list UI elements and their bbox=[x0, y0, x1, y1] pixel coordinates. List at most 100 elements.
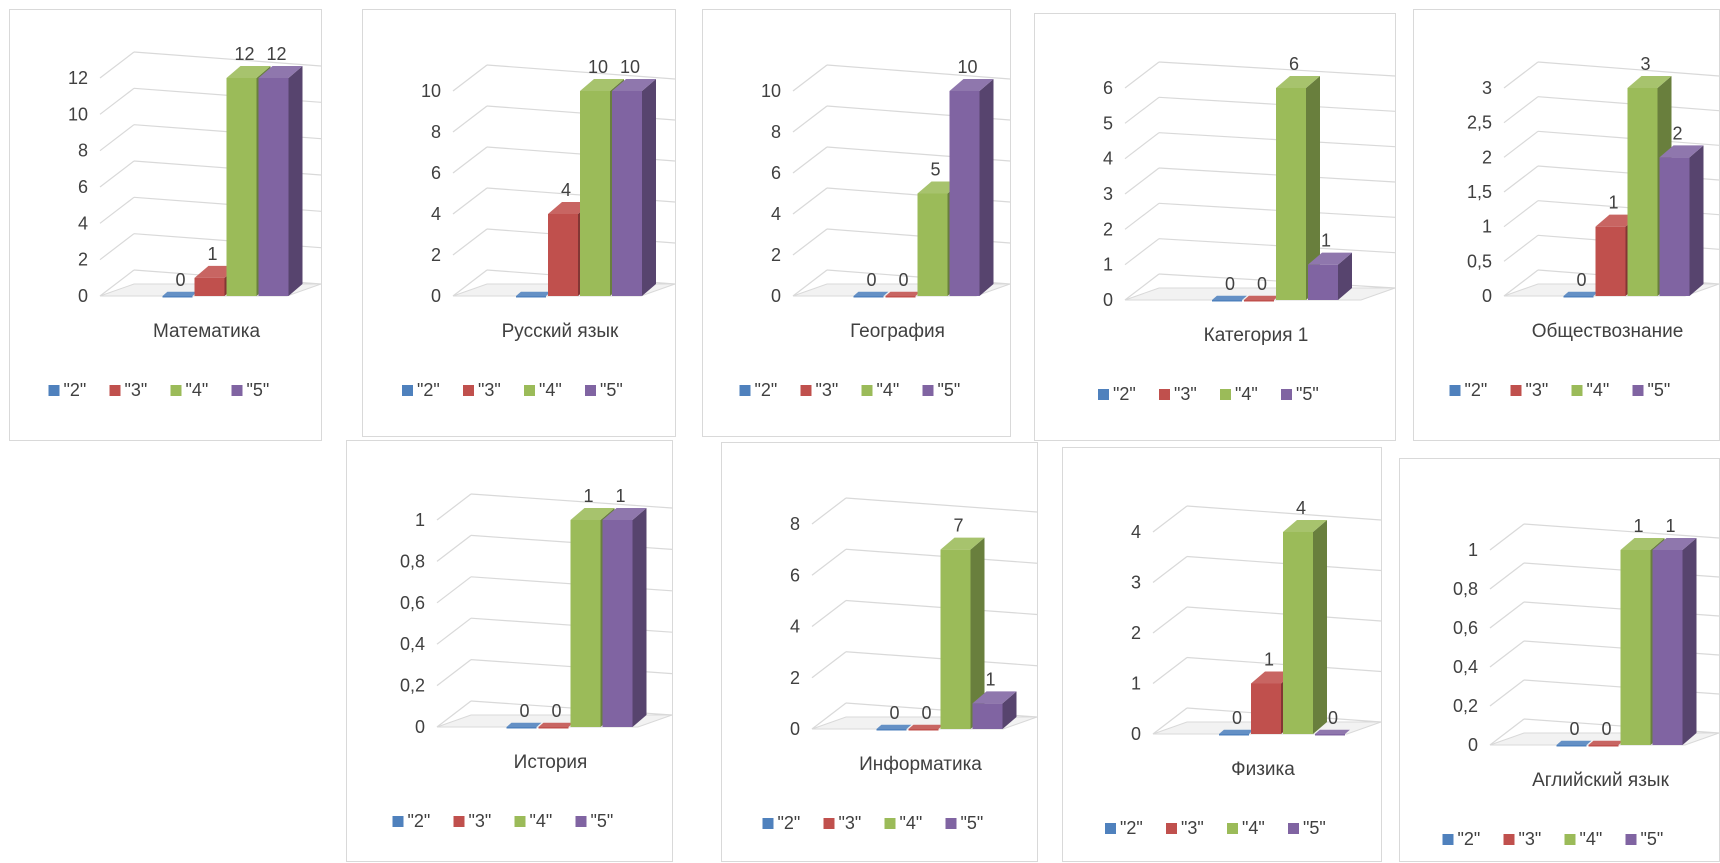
y-tick-label: 0,4 bbox=[400, 634, 425, 654]
chart-panel-6: 0 0,2 0,4 0,6 0,8 1 0 0 1 1 История "2" "3" "4" "5" bbox=[346, 440, 673, 862]
legend-label: "5" bbox=[961, 813, 984, 833]
gridline bbox=[470, 493, 673, 509]
gridline-side bbox=[1489, 562, 1525, 590]
gridline-side bbox=[99, 233, 135, 261]
y-tick-label: 8 bbox=[431, 122, 441, 142]
gridline bbox=[826, 64, 1011, 80]
bar-информатика-5 bbox=[972, 691, 1017, 729]
legend-label: "5" bbox=[591, 811, 614, 831]
y-tick-label: 4 bbox=[431, 204, 441, 224]
legend-swatch bbox=[463, 385, 474, 396]
data-label: 0 bbox=[175, 270, 185, 290]
legend-label: "2" bbox=[1458, 829, 1481, 849]
data-label: 0 bbox=[898, 270, 908, 290]
bar-информатика-3 bbox=[908, 724, 944, 731]
legend-swatch bbox=[575, 816, 587, 827]
bar-физика-5 bbox=[1315, 729, 1350, 736]
gridline-side bbox=[1503, 96, 1539, 124]
y-tick-label: 1 bbox=[415, 510, 425, 530]
data-label: 0 bbox=[1601, 719, 1611, 739]
gridline bbox=[1158, 61, 1396, 77]
y-tick-label: 1,5 bbox=[1467, 182, 1492, 202]
y-tick-label: 6 bbox=[771, 163, 781, 183]
legend-label: "3" bbox=[125, 380, 148, 400]
y-tick-label: 1 bbox=[1482, 217, 1492, 237]
legend-swatch bbox=[739, 385, 751, 396]
legend-label: "4" bbox=[877, 380, 900, 400]
gridline-side bbox=[1503, 269, 1539, 297]
legend-label: "3" bbox=[469, 811, 492, 831]
category-label: География bbox=[850, 321, 945, 342]
y-tick-label: 0 bbox=[78, 286, 88, 306]
y-tick-label: 0 bbox=[771, 286, 781, 306]
category-label: Физика bbox=[1231, 759, 1295, 780]
y-tick-label: 0,6 bbox=[400, 593, 425, 613]
y-tick-label: 2,5 bbox=[1467, 113, 1492, 133]
chart-panel-8: 0 1 2 3 4 0 1 4 0 Физика "2" "3" "4" "5" bbox=[1062, 447, 1382, 862]
gridline-side bbox=[1152, 556, 1188, 583]
data-label: 1 bbox=[1321, 231, 1331, 251]
y-tick-label: 2 bbox=[431, 245, 441, 265]
y-tick-label: 0,5 bbox=[1467, 251, 1492, 271]
data-label: 1 bbox=[1264, 650, 1274, 670]
gridline bbox=[1186, 505, 1382, 521]
gridline-side bbox=[1489, 718, 1525, 746]
bar-обществознание-5 bbox=[1659, 145, 1704, 296]
legend-swatch bbox=[392, 816, 404, 827]
data-label: 4 bbox=[1296, 498, 1306, 518]
chart-panel-2: 0 2 4 6 8 10 4 10 10 Русский язык "2" "3" "4" "5" bbox=[362, 9, 676, 437]
bar-категория-1-3 bbox=[1244, 295, 1279, 302]
gridline bbox=[486, 64, 676, 80]
legend-swatch bbox=[402, 385, 413, 396]
y-tick-label: 0 bbox=[1482, 286, 1492, 306]
data-label: 0 bbox=[519, 701, 529, 721]
legend-swatch bbox=[1510, 385, 1522, 396]
legend-label: "3" bbox=[1181, 818, 1204, 838]
gridline-side bbox=[811, 497, 847, 525]
gridline-side bbox=[436, 617, 472, 645]
chart-svg: 0 1 2 3 4 5 6 0 0 6 1 Категория 1 "2" "3" "4" "5" bbox=[1098, 54, 1396, 404]
data-label: 1 bbox=[615, 486, 625, 506]
category-label: История bbox=[514, 752, 588, 773]
y-tick-label: 2 bbox=[790, 668, 800, 688]
legend-swatch bbox=[1159, 389, 1170, 400]
y-tick-label: 5 bbox=[1103, 113, 1113, 133]
category-label: Категория 1 bbox=[1204, 325, 1309, 346]
y-tick-label: 10 bbox=[421, 81, 441, 101]
bar-история-2 bbox=[506, 722, 542, 729]
chart-svg: 0 0,2 0,4 0,6 0,8 1 0 0 1 1 История "2" "3" "4" "5" bbox=[392, 486, 673, 831]
gridline-side bbox=[1124, 238, 1160, 266]
gridline-side bbox=[436, 534, 472, 562]
legend-swatch bbox=[861, 385, 873, 396]
y-tick-label: 4 bbox=[790, 617, 800, 637]
legend-swatch bbox=[922, 385, 934, 396]
gridline bbox=[845, 497, 1038, 513]
legend-label: "4" bbox=[1580, 829, 1603, 849]
legend-swatch bbox=[945, 818, 957, 829]
chart-svg: 0 1 2 3 4 0 1 4 0 Физика "2" "3" "4" "5" bbox=[1105, 498, 1382, 838]
bar-математика-2 bbox=[162, 291, 198, 298]
y-tick-label: 0,6 bbox=[1453, 618, 1478, 638]
data-label: 0 bbox=[1257, 274, 1267, 294]
legend-swatch bbox=[800, 385, 812, 396]
chart-svg: 0 2 4 6 8 0 0 7 1 Информатика "2" "3" "4" "5" bbox=[762, 497, 1038, 833]
legend-swatch bbox=[1625, 834, 1637, 845]
gridline bbox=[1537, 61, 1720, 77]
gridline-side bbox=[1152, 505, 1188, 533]
chart-svg: 0 2 4 6 8 10 12 0 1 12 12 Математика "2" "3" "4" "5" bbox=[48, 44, 322, 400]
data-label: 0 bbox=[1328, 708, 1338, 728]
bar-физика-2 bbox=[1219, 729, 1254, 736]
y-tick-label: 3 bbox=[1131, 573, 1141, 593]
legend-swatch bbox=[170, 385, 182, 396]
data-label: 6 bbox=[1289, 54, 1299, 74]
y-tick-label: 8 bbox=[790, 514, 800, 534]
gridline-side bbox=[811, 600, 847, 627]
legend-label: "4" bbox=[900, 813, 923, 833]
legend-label: "2" bbox=[1120, 818, 1143, 838]
y-tick-label: 0,8 bbox=[1453, 579, 1478, 599]
data-label: 10 bbox=[588, 57, 608, 77]
legend-label: "2" bbox=[755, 380, 778, 400]
y-tick-label: 1 bbox=[1103, 255, 1113, 275]
gridline-side bbox=[1152, 606, 1188, 634]
gridline-side bbox=[792, 146, 828, 174]
